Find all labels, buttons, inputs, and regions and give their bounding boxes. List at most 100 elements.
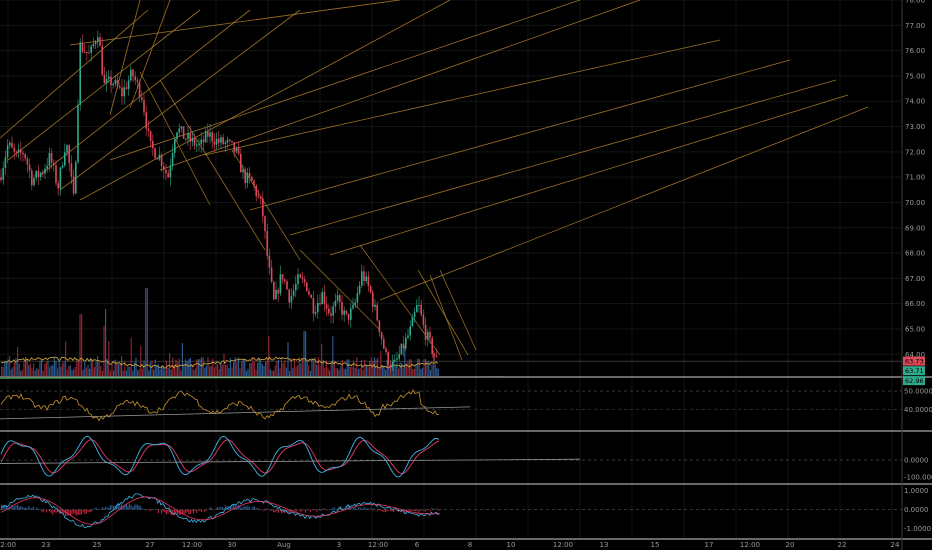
candle-body	[310, 294, 312, 298]
volume-bar	[143, 360, 145, 376]
candle-body	[75, 162, 77, 194]
candle-body	[90, 46, 92, 53]
oscillator-2-pane[interactable]	[0, 435, 902, 478]
candle-body	[369, 286, 372, 293]
histogram-bar	[377, 509, 379, 512]
candle-body	[435, 356, 438, 358]
price-tick-label: 71.00	[905, 174, 925, 182]
volume-bar	[281, 357, 283, 376]
fan-line	[379, 106, 869, 301]
volume-bar	[108, 341, 110, 376]
volume-bar	[325, 360, 327, 376]
volume-bar	[77, 361, 79, 376]
histogram-bar	[9, 506, 11, 510]
volume-bar	[36, 368, 38, 376]
volume-bar	[28, 365, 30, 376]
volume-bar	[165, 360, 167, 376]
volume-bar	[276, 361, 278, 376]
time-tick-label: 10	[507, 541, 516, 549]
volume-bar	[71, 370, 73, 376]
histogram-bar	[289, 509, 291, 514]
volume-bar	[239, 368, 241, 376]
histogram-bar	[215, 508, 217, 510]
histogram-bar	[431, 507, 433, 510]
histogram-bar	[28, 506, 30, 510]
candle-body	[81, 42, 84, 52]
volume-bar	[162, 365, 164, 376]
volume-bar	[97, 355, 99, 376]
price-tick-label: 77.00	[905, 22, 925, 30]
histogram-bar	[37, 508, 39, 510]
volume-bar	[93, 367, 95, 376]
histogram-bar	[226, 506, 228, 510]
candle-body	[347, 313, 350, 320]
fan-construction-line	[439, 269, 477, 351]
histogram-bar	[31, 507, 33, 510]
histogram-bar	[417, 509, 419, 511]
candle-body	[209, 132, 211, 137]
histogram-bar	[33, 506, 35, 510]
volume-bar	[106, 358, 108, 376]
volume-bar	[268, 336, 270, 376]
time-tick-label: 17	[705, 541, 714, 549]
volume-bar	[346, 359, 348, 376]
candle-body	[334, 300, 337, 307]
volume-bar	[349, 366, 351, 376]
candle-body	[255, 185, 257, 197]
histogram-bar	[149, 509, 151, 512]
volume-bar	[385, 369, 387, 376]
histogram-bar	[159, 509, 161, 511]
candle-body	[266, 231, 268, 256]
volume-bar	[348, 359, 350, 376]
volume-bar	[322, 359, 324, 376]
oscillator-1-pane[interactable]	[0, 389, 902, 422]
volume-bar	[412, 368, 414, 376]
histogram-bar	[393, 509, 395, 512]
volume-bar	[42, 370, 44, 376]
candle-body	[64, 152, 66, 166]
volume-bar	[415, 364, 417, 376]
volume-bar	[229, 357, 231, 376]
price-tick-label: 67.00	[905, 275, 925, 283]
candle-body	[325, 304, 328, 309]
candle-body	[169, 165, 172, 178]
fan-line	[129, 0, 171, 109]
volume-bar	[5, 362, 7, 376]
histogram-bar	[292, 509, 294, 512]
candle-body	[367, 276, 370, 287]
histogram-bar	[329, 509, 331, 511]
oscillator-3-pane[interactable]	[0, 493, 902, 528]
time-axis[interactable]: 12:00 23 25 27 12:00 30 Aug 3 12:00 6 8 10 12:00 13 15…	[0, 541, 900, 549]
fan-line	[249, 59, 791, 211]
volume-bar	[381, 365, 383, 376]
price-pane[interactable]	[0, 0, 902, 379]
volume-bar	[145, 288, 147, 376]
volume-bar	[69, 365, 71, 376]
candle-body	[213, 141, 216, 145]
histogram-bar	[47, 509, 49, 511]
volume-bar	[159, 368, 161, 376]
oscillator-3-tick-label: -1.0000	[904, 525, 931, 533]
histogram-bar	[92, 509, 94, 511]
volume-bar	[431, 364, 433, 376]
histogram-bar	[225, 505, 227, 510]
histogram-bar	[53, 509, 55, 513]
histogram-bar	[420, 509, 422, 511]
volume-bar	[225, 364, 227, 376]
volume-bar	[1, 366, 3, 376]
candle-body	[420, 305, 422, 315]
candle-body	[288, 289, 290, 303]
histogram-bar	[82, 509, 84, 512]
volume-bar	[357, 369, 359, 376]
histogram-bar	[108, 507, 110, 510]
volume-bar	[124, 361, 126, 376]
time-tick-label: 12:00	[0, 541, 16, 549]
price-tick-label: 68.00	[905, 250, 925, 258]
price-axis[interactable]: 78.00 77.00 76.00 75.00 74.00 73.00 72.00 71.00…	[903, 0, 932, 533]
candle-body	[136, 80, 139, 83]
candle-body	[165, 170, 167, 174]
histogram-bar	[349, 508, 351, 510]
volume-bar	[76, 358, 78, 376]
